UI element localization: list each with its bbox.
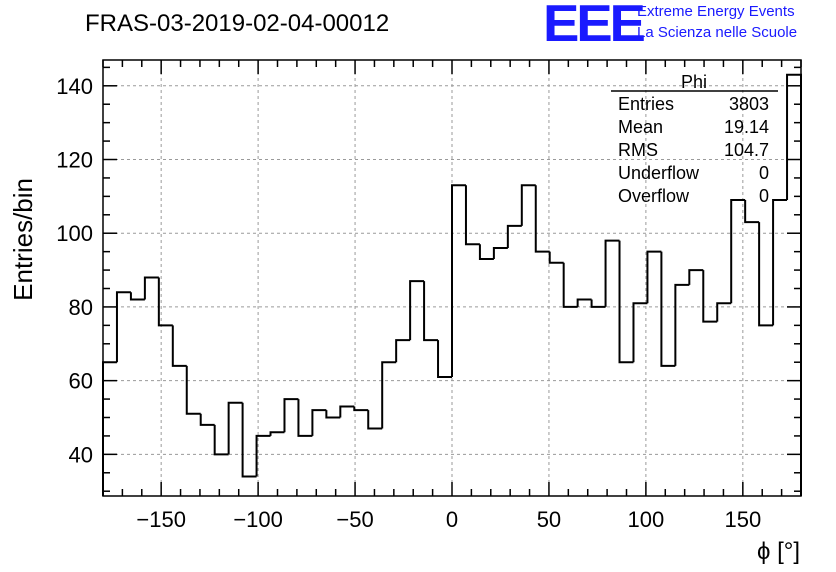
histogram-bin	[492, 246, 508, 260]
x-tick-label: 100	[628, 507, 665, 532]
histogram-bin	[339, 405, 355, 418]
x-tick-label: 50	[537, 507, 561, 532]
histogram-bin	[381, 361, 397, 429]
histogram-bin	[632, 302, 648, 363]
x-tick-label: −150	[136, 507, 186, 532]
stats-title: Phi	[681, 72, 707, 92]
stats-row-value: 104.7	[724, 140, 769, 160]
histogram-bin	[604, 239, 620, 307]
histogram-bin	[437, 340, 452, 378]
stats-row-value: 19.14	[724, 117, 769, 137]
stats-row-label: Underflow	[618, 163, 700, 183]
stats-box: Phi Entries 3803 Mean 19.14 RMS 104.7 Underflo…	[611, 72, 778, 206]
eee-logo: EEE	[543, 0, 646, 53]
histogram-bin	[409, 280, 425, 341]
histogram-bin	[618, 240, 634, 364]
stats-row-label: RMS	[618, 140, 658, 160]
histogram-bin	[129, 292, 145, 301]
histogram-bin	[464, 185, 480, 246]
histogram-bin	[688, 269, 704, 285]
histogram-bin	[744, 200, 760, 224]
histogram-bin	[269, 431, 285, 436]
y-axis-label: Entries/bin	[8, 178, 38, 301]
histogram-bin	[674, 283, 690, 366]
histogram-bin	[730, 199, 746, 304]
x-tick-label: 150	[724, 507, 761, 532]
histogram-bin	[423, 281, 439, 342]
y-tick-labels: 40 60 80 100 120 140	[56, 74, 93, 468]
x-axis-label: ϕ [°]	[757, 538, 800, 565]
y-tick-label: 40	[69, 442, 93, 467]
histogram-bin	[227, 401, 243, 455]
histogram-bin	[660, 251, 676, 367]
histogram-bin	[478, 244, 494, 261]
histogram-bin	[255, 434, 271, 477]
histogram-bin	[353, 406, 369, 412]
histogram-bin	[506, 224, 522, 248]
x-tick-labels: −150 −100 −50 0 50 100 150	[136, 507, 761, 532]
stats-row-value: 3803	[729, 94, 769, 114]
chart-title: FRAS-03-2019-02-04-00012	[85, 10, 390, 37]
histogram-bin	[325, 410, 341, 419]
x-tick-label: 0	[446, 507, 458, 532]
histogram-bin	[157, 277, 173, 327]
histogram-bin	[562, 262, 578, 308]
y-tick-label: 120	[56, 148, 93, 173]
histogram-bin	[143, 276, 159, 300]
histogram-bin	[241, 402, 257, 478]
histogram-bin	[185, 365, 201, 415]
x-tick-label: −50	[336, 507, 373, 532]
histogram-bin	[451, 184, 466, 377]
histogram-bin	[548, 251, 564, 264]
logo-line-1: Extreme Energy Events	[637, 3, 795, 20]
y-tick-label: 100	[56, 221, 93, 246]
histogram-bin	[297, 399, 313, 437]
logo-line-2: La Scienza nelle Scuole	[637, 24, 798, 41]
histogram-bin	[115, 291, 131, 363]
histogram-bin	[702, 270, 718, 323]
histogram-bin	[716, 302, 732, 322]
histogram-bin	[367, 410, 383, 430]
stats-row-value: 0	[759, 186, 769, 206]
y-tick-label: 140	[56, 74, 93, 99]
histogram-bin	[283, 398, 299, 433]
histogram-bin	[772, 199, 788, 326]
histogram-bin	[534, 185, 550, 253]
histogram-bin	[311, 409, 327, 436]
histogram-bin	[102, 361, 117, 496]
stats-row-label: Overflow	[618, 186, 690, 206]
histogram-bin	[590, 299, 606, 308]
y-tick-label: 80	[69, 295, 93, 320]
histogram-bin	[758, 222, 774, 327]
histogram-bin	[576, 298, 592, 307]
axis-ticks	[102, 60, 802, 496]
histogram-bin	[199, 413, 215, 426]
histogram-bin	[213, 424, 229, 456]
histogram-bin	[646, 250, 662, 304]
stats-row-value: 0	[759, 163, 769, 183]
stats-row-label: Entries	[618, 94, 674, 114]
histogram-bin	[786, 73, 802, 496]
y-tick-label: 60	[69, 369, 93, 394]
histogram-bin	[395, 339, 411, 363]
stats-row-label: Mean	[618, 117, 663, 137]
histogram-bin	[520, 184, 536, 226]
histogram-bin	[171, 325, 187, 367]
x-tick-label: −100	[233, 507, 283, 532]
